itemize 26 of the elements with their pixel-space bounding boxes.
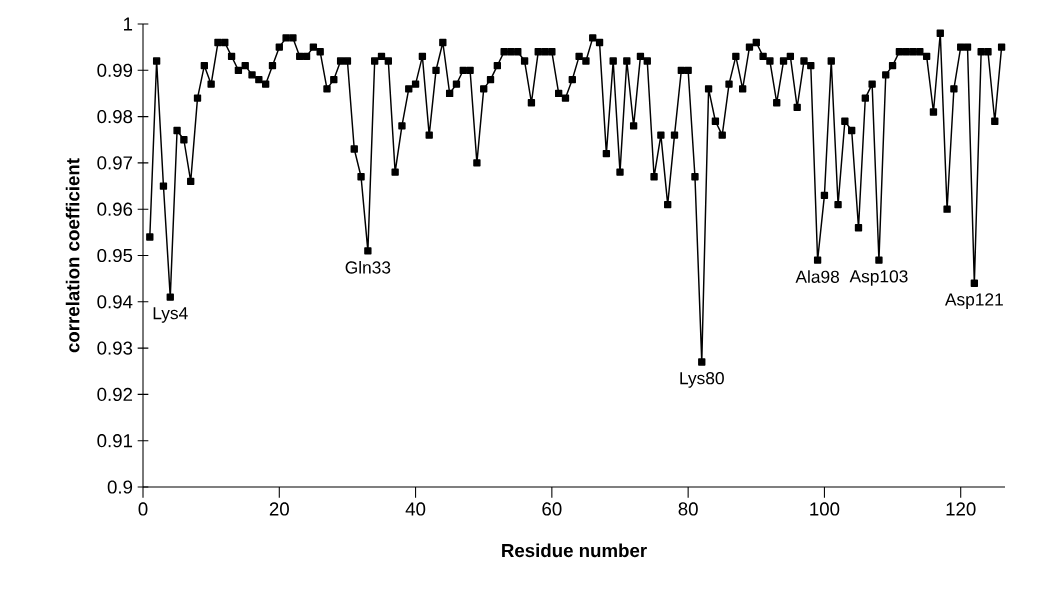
y-tick-label: 0.91 <box>97 434 133 448</box>
x-tick-label: 0 <box>138 502 148 516</box>
x-tick-label: 40 <box>405 502 426 516</box>
y-axis-title: correlation coefficient <box>65 158 80 353</box>
annotation: Ala98 <box>795 270 840 283</box>
y-tick-label: 0.99 <box>97 63 133 77</box>
annotation: Gln33 <box>345 260 391 274</box>
annotation: Asp103 <box>849 270 908 286</box>
y-tick-label: 0.94 <box>97 295 133 309</box>
annotation: Lys80 <box>680 372 724 388</box>
y-tick-label: 0.92 <box>97 387 133 402</box>
y-tick-label: 0.96 <box>97 202 133 216</box>
x-tick-label: 100 <box>810 502 840 516</box>
y-tick-label: 0.97 <box>97 156 133 170</box>
x-tick-label: 60 <box>542 502 562 516</box>
y-tick-label: 0.95 <box>97 248 133 263</box>
x-tick-label: 120 <box>946 502 976 516</box>
y-tick-label: 0.9 <box>107 480 133 494</box>
annotation: Asp121 <box>944 293 1003 310</box>
y-tick-label: 1 <box>124 17 133 31</box>
y-tick-label: 0.93 <box>97 341 133 355</box>
annotation: Lys4 <box>153 307 188 323</box>
x-tick-label: 80 <box>678 502 698 516</box>
y-tick-label: 0.98 <box>97 109 133 124</box>
x-axis-title: Residue number <box>502 543 647 558</box>
x-tick-label: 20 <box>269 502 289 516</box>
